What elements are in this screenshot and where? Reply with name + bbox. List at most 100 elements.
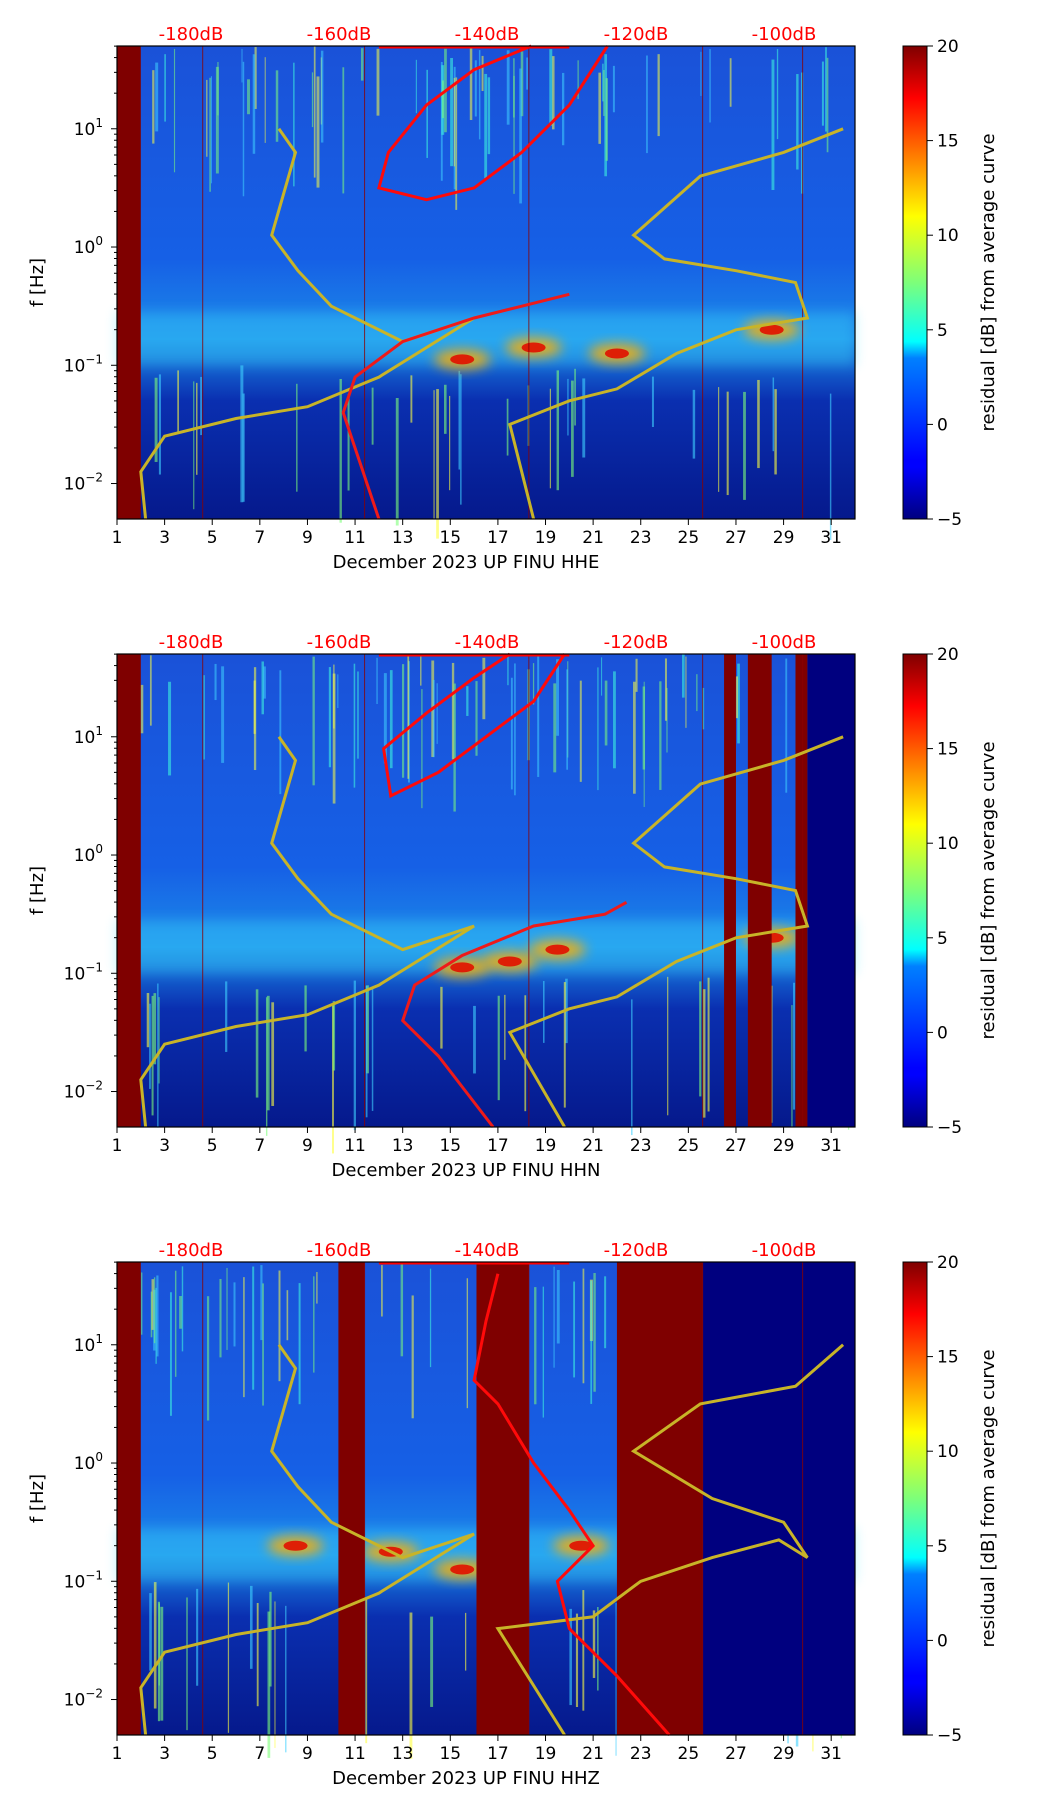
y-tick-label: 10−2 [64,1687,103,1711]
noise-streak [643,681,645,807]
x-tick-label: 9 [302,1136,313,1156]
noise-streak [692,389,696,459]
noise-streak [256,1602,259,1707]
y-tick-label: 100 [74,842,103,866]
noise-streak [210,76,212,184]
noise-streak [826,57,829,153]
colorbar-gradient [902,1261,928,1736]
noise-streak [466,686,469,716]
noise-streak [436,683,438,744]
noise-streak [311,72,314,128]
noise-streak [702,989,706,1118]
noise-streak [206,79,208,157]
noise-streak [553,683,557,773]
noise-streak [532,663,535,705]
noise-streak [597,667,599,791]
noise-streak [265,997,268,1136]
noise-streak [605,78,608,161]
noise-streak [571,380,574,477]
noise-streak [776,49,779,140]
noise-streak [526,57,528,90]
noise-streak [286,1290,289,1341]
colorbar-tick-label: 20 [937,645,959,665]
noise-streak [263,666,266,699]
noise-streak [455,77,458,210]
colorbar-tick-label: 10 [937,226,959,246]
noise-streak [506,50,510,125]
saturated-band [117,654,141,1127]
noise-streak [151,995,154,1116]
noise-streak [444,384,447,434]
x-tick-label: 13 [392,1744,414,1764]
noise-streak [524,995,527,1112]
colorbar: residual [dB] from average curve 20 15 10 5… [902,1253,999,1746]
median-psd-curve [381,652,566,799]
energy-blob-core [569,1540,594,1551]
noise-streak [353,663,356,788]
noise-streak [615,1603,617,1756]
x-tick-label: 1 [112,1744,123,1764]
x-tick-label: 31 [820,528,842,548]
noise-streak [421,689,423,809]
noise-streak [285,1605,287,1753]
noise-streak [582,378,586,458]
noise-streak [153,993,157,1065]
noise-streak [316,1272,318,1304]
noise-streak [513,58,515,118]
noise-streak [429,1268,432,1368]
noise-streak [575,1613,579,1708]
saturated-band [747,654,772,1127]
noise-streak [785,658,788,793]
noise-streak [164,54,166,122]
y-tick-label: 10−1 [64,352,103,376]
noise-streak [376,657,378,705]
noise-streak [400,1262,404,1357]
noise-streak [430,1616,434,1707]
noise-streak [449,395,451,491]
x-tick-label: 15 [439,528,461,548]
noise-streak [469,46,473,120]
noise-streak [214,663,217,701]
saturated-band [616,1262,703,1735]
x-tick-label: 31 [820,1744,842,1764]
noise-streak [395,397,399,526]
noise-streak [243,1277,245,1398]
saturated-band [795,654,808,1127]
noise-streak [613,671,616,769]
noise-streak [219,1278,222,1358]
noise-streak [458,370,461,470]
noise-streak [409,1612,413,1759]
db-label: -160dB [307,1240,372,1261]
noise-streak [475,681,478,756]
noise-streak [633,681,636,794]
noise-streak [506,398,509,456]
noise-streak [451,662,455,760]
colorbar-tick-label: 15 [937,132,959,152]
noise-streak [154,377,158,462]
saturated-band [338,1262,365,1735]
x-tick-label: 27 [725,1136,747,1156]
x-tick-label: 23 [630,528,652,548]
noise-streak [709,49,711,123]
noise-streak [296,383,298,492]
colorbar-tick-label: 15 [937,1348,959,1368]
heatmap-area [116,652,856,1154]
noise-streak [252,54,256,154]
noise-streak [563,982,566,1108]
x-axis: 1 3 5 7 9 11 13 15 17 19 21 23 25 27 29 31 [112,1735,842,1764]
noise-streak [278,1270,281,1382]
noise-streak [255,989,259,1098]
noise-streak [337,674,339,709]
noise-streak [410,375,413,423]
x-tick-label: 3 [159,1136,170,1156]
noise-streak [604,1276,607,1349]
noise-streak [407,654,410,779]
noise-streak [333,664,335,729]
no-data-band [702,1262,855,1735]
x-tick-label: 29 [773,1744,795,1764]
noise-streak [772,377,775,452]
x-tick-label: 7 [254,1136,265,1156]
x-tick-label: 19 [535,1136,557,1156]
x-tick-label: 11 [344,1744,366,1764]
noise-streak [328,667,332,768]
